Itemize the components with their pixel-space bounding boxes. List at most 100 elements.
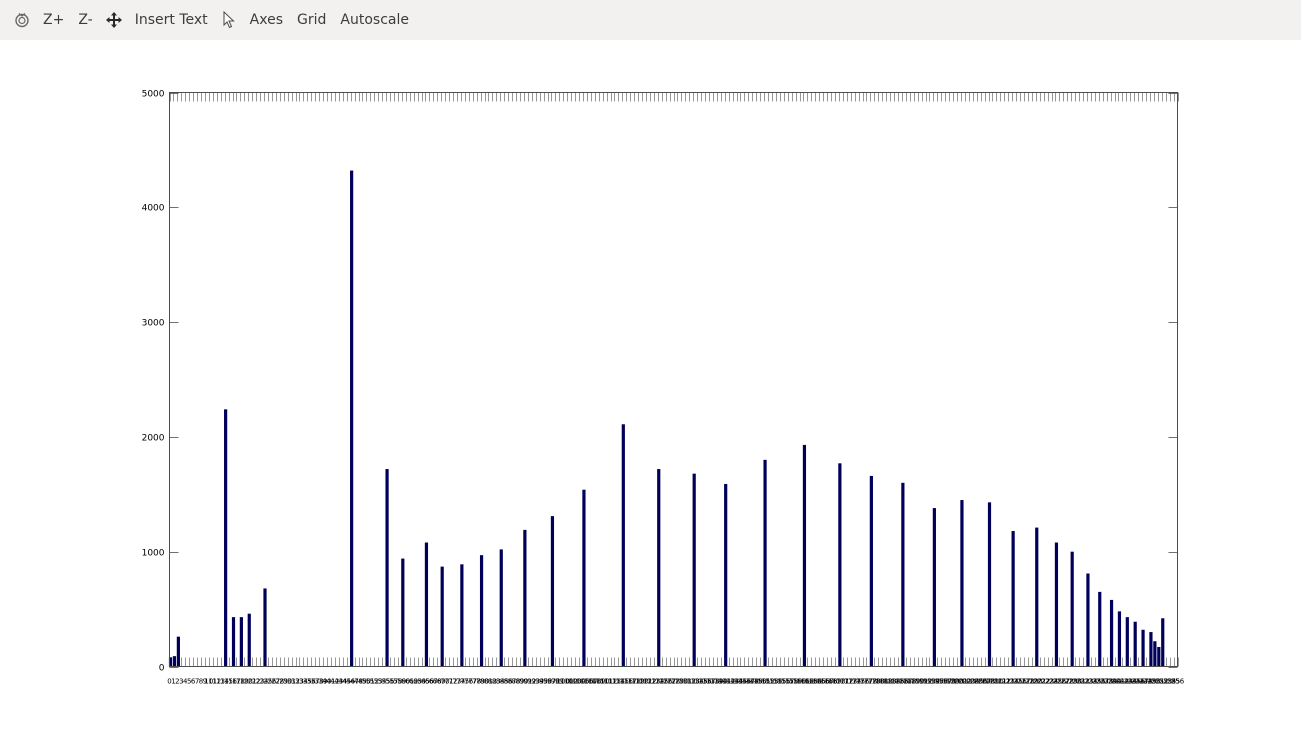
x-tick-label: 21 xyxy=(248,678,257,686)
x-tick-label: 56 xyxy=(386,678,395,686)
x-tick-label: 255 xyxy=(1167,678,1180,686)
plot-frame xyxy=(169,92,1178,667)
x-tick-label: 5 xyxy=(187,678,191,686)
x-tick-label: 24 xyxy=(260,678,269,686)
x-tick-label: 64 xyxy=(417,678,426,686)
x-tick-label: 63 xyxy=(413,678,422,686)
x-tick-label: 148 xyxy=(746,678,759,686)
x-tick-label: 13 xyxy=(216,678,225,686)
x-tick-label: 196 xyxy=(935,678,949,686)
bar xyxy=(1161,618,1165,667)
bar xyxy=(172,656,177,667)
x-tick-label: 186 xyxy=(895,678,909,686)
x-tick-label: 231 xyxy=(1072,678,1085,686)
x-tick-label: 37 xyxy=(311,678,320,686)
pan-icon[interactable] xyxy=(102,7,126,33)
x-tick-label: 254 xyxy=(1163,678,1177,686)
x-tick-label: 180 xyxy=(872,678,885,686)
grid-button[interactable]: Grid xyxy=(297,12,327,28)
insert-text-button[interactable]: Insert Text xyxy=(134,12,208,28)
bar xyxy=(247,613,251,667)
x-tick-label: 80 xyxy=(480,678,489,686)
x-tick-label: 252 xyxy=(1155,678,1168,686)
bar xyxy=(901,482,905,667)
x-tick-label: 238 xyxy=(1100,678,1113,686)
x-tick-label: 236 xyxy=(1092,678,1106,686)
x-tick-label: 20 xyxy=(244,678,253,686)
x-tick-label: 29 xyxy=(279,678,288,686)
x-tick-label: 177 xyxy=(860,678,873,686)
x-tick-label: 192 xyxy=(919,678,932,686)
x-tick-label: 242 xyxy=(1116,678,1129,686)
x-tick-label: 14 xyxy=(220,678,229,686)
x-tick-label: 53 xyxy=(374,678,383,686)
x-tick-label: 189 xyxy=(907,678,920,686)
bar xyxy=(869,475,873,667)
x-tick-label: 48 xyxy=(354,678,363,686)
bar xyxy=(550,516,555,667)
x-tick-label: 159 xyxy=(789,678,802,686)
x-tick-label: 72 xyxy=(449,678,458,686)
x-tick-label: 99 xyxy=(555,678,564,686)
x-tick-label: 45 xyxy=(342,678,351,686)
bar xyxy=(932,508,936,667)
x-tick-label: 152 xyxy=(761,678,774,686)
autoscale-button[interactable]: Autoscale xyxy=(340,12,409,28)
x-tick-label: 70 xyxy=(441,678,450,686)
bar xyxy=(1011,531,1015,667)
x-tick-label: 73 xyxy=(452,678,461,686)
x-tick-label: 98 xyxy=(551,678,560,686)
x-tick-label: 115 xyxy=(616,678,629,686)
y-tick-label: 5000 xyxy=(142,90,165,100)
x-tick-label: 237 xyxy=(1096,678,1109,686)
x-tick-label: 221 xyxy=(1033,678,1046,686)
x-tick-label: 69 xyxy=(437,678,446,686)
x-tick-label: 74 xyxy=(456,678,465,686)
bar xyxy=(263,588,267,667)
x-tick-label: 224 xyxy=(1045,678,1059,686)
x-tick-label: 234 xyxy=(1084,678,1098,686)
x-tick-label: 188 xyxy=(903,678,916,686)
x-tick-label: 203 xyxy=(962,678,975,686)
bar xyxy=(1133,621,1137,667)
x-tick-label: 226 xyxy=(1053,678,1067,686)
bar xyxy=(401,558,405,667)
x-tick-label: 19 xyxy=(240,678,249,686)
x-tick-label: 95 xyxy=(539,678,548,686)
x-tick-label: 17 xyxy=(232,678,241,686)
reset-view-icon[interactable] xyxy=(10,7,34,33)
x-tick-label: 174 xyxy=(848,678,862,686)
x-tick-label: 247 xyxy=(1135,678,1148,686)
bar xyxy=(1109,599,1114,667)
bar xyxy=(479,555,484,667)
pointer-icon[interactable] xyxy=(217,7,241,33)
x-tick-label: 39 xyxy=(319,678,328,686)
x-tick-label: 137 xyxy=(702,678,715,686)
x-tick-label: 218 xyxy=(1021,678,1034,686)
x-tick-label: 62 xyxy=(409,678,418,686)
x-tick-label: 123 xyxy=(647,678,660,686)
x-tick-label: 42 xyxy=(330,678,339,686)
x-tick-label: 86 xyxy=(504,678,513,686)
zoom-in-button[interactable]: Z+ xyxy=(43,12,65,28)
x-tick-label: 110 xyxy=(596,678,609,686)
axes-button[interactable]: Axes xyxy=(249,12,283,28)
x-tick-label: 126 xyxy=(659,678,673,686)
x-tick-label: 111 xyxy=(600,678,613,686)
x-tick-label: 199 xyxy=(946,678,959,686)
bar xyxy=(239,617,243,667)
x-tick-label: 59 xyxy=(397,678,406,686)
x-tick-label: 66 xyxy=(425,678,434,686)
x-tick-label: 47 xyxy=(350,678,359,686)
x-tick-label: 31 xyxy=(287,678,296,686)
x-tick-label: 117 xyxy=(624,678,637,686)
zoom-out-button[interactable]: Z- xyxy=(78,12,93,28)
x-tick-label: 38 xyxy=(315,678,324,686)
x-tick-label: 220 xyxy=(1029,678,1042,686)
x-tick-label: 40 xyxy=(323,678,332,686)
x-tick-label: 79 xyxy=(476,678,485,686)
x-tick-label: 168 xyxy=(824,678,837,686)
x-tick-label: 119 xyxy=(631,678,644,686)
bar xyxy=(1054,542,1059,667)
